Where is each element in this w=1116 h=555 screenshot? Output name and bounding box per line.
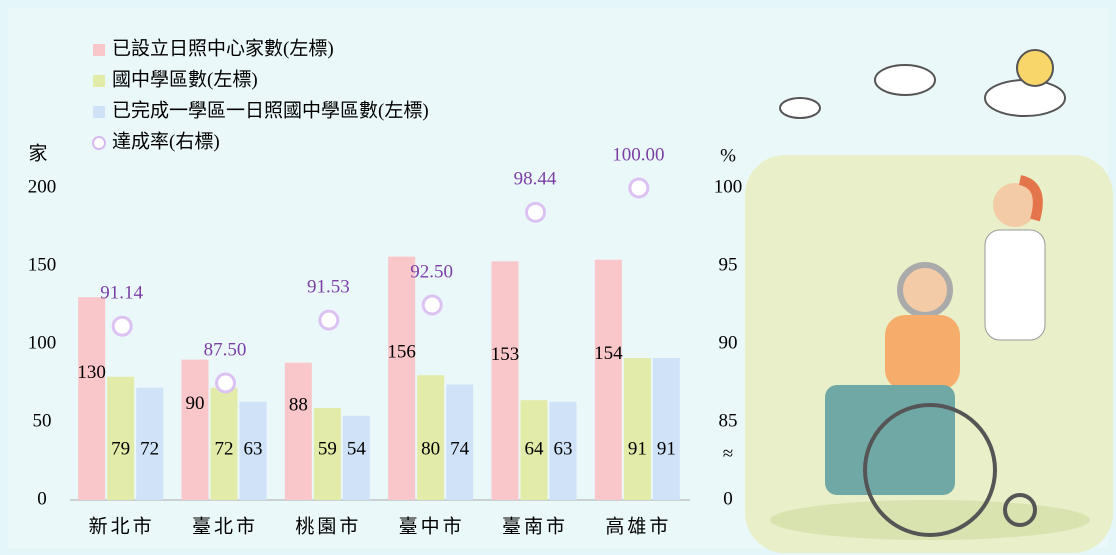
y-axis-label: 家 [28, 142, 47, 164]
legend-marker [92, 136, 106, 150]
bar [549, 401, 577, 500]
legend-label: 達成率(右標) [112, 130, 220, 152]
bar-value-label: 91 [628, 438, 647, 459]
rate-label: 92.50 [410, 261, 453, 282]
legend-label: 國中學區數(左標) [112, 68, 258, 90]
rate-marker [421, 294, 443, 316]
legend-marker [93, 44, 105, 56]
rate-label: 87.50 [204, 339, 247, 360]
y-tick-label: 200 [28, 176, 57, 197]
bar [623, 358, 651, 500]
bar [417, 375, 445, 500]
y2-axis-label: % [720, 145, 736, 166]
rate-marker [215, 372, 236, 394]
y2-tick-label: 100 [714, 176, 743, 197]
bar [520, 400, 548, 500]
bar-value-label: 59 [318, 438, 337, 459]
bar-value-label: 88 [289, 395, 308, 416]
bar-value-label: 153 [491, 344, 520, 365]
bar-value-label: 91 [657, 438, 676, 459]
legend-marker [93, 75, 105, 87]
y2-tick-label: 0 [723, 488, 733, 509]
x-tick-label: 臺北市 [192, 515, 258, 537]
legend-label: 已完成一學區一日照國中學區數(左標) [112, 99, 429, 121]
bar-value-label: 64 [525, 438, 545, 459]
bar [388, 256, 416, 500]
x-tick-label: 高雄市 [605, 515, 671, 537]
bar [210, 387, 238, 500]
rate-marker [111, 315, 133, 337]
bar-value-label: 74 [450, 438, 470, 459]
bar-value-label: 54 [347, 438, 367, 459]
y2-tick-label: 90 [719, 332, 738, 353]
bar [78, 297, 106, 500]
y-tick-label: 150 [28, 254, 57, 275]
bar-value-label: 156 [387, 342, 416, 363]
legend-marker [93, 106, 105, 118]
x-tick-label: 臺南市 [502, 515, 568, 537]
bar [181, 359, 209, 500]
bar [491, 261, 519, 500]
bar [446, 384, 474, 500]
bar-value-label: 90 [186, 393, 205, 414]
bar [652, 358, 680, 500]
rate-marker [628, 177, 650, 199]
illustration [745, 49, 1113, 553]
bar-value-label: 63 [554, 438, 573, 459]
bar [594, 259, 622, 500]
rate-marker [318, 309, 340, 331]
y-tick-label: 100 [28, 332, 57, 353]
bar-value-label: 80 [421, 438, 440, 459]
bar [239, 401, 267, 500]
y2-tick-label: 95 [719, 254, 738, 275]
x-tick-label: 新北市 [89, 515, 155, 537]
bar [107, 376, 135, 500]
bar-value-label: 154 [594, 343, 623, 364]
y2-tick-label: 85 [719, 410, 738, 431]
bar [313, 407, 341, 500]
rate-label: 98.44 [514, 169, 557, 190]
bar-value-label: 63 [244, 438, 263, 459]
bar-value-label: 72 [215, 438, 234, 459]
legend-label: 已設立日照中心家數(左標) [112, 37, 334, 59]
y-tick-label: 50 [33, 410, 52, 431]
y-tick-label: 0 [37, 488, 47, 509]
bar-value-label: 72 [140, 438, 159, 459]
bar-value-label: 79 [111, 438, 130, 459]
rate-label: 100.00 [612, 144, 664, 165]
x-tick-label: 臺中市 [399, 515, 465, 537]
x-tick-label: 桃園市 [295, 515, 361, 537]
bar [284, 362, 312, 500]
bar [136, 387, 164, 500]
rate-label: 91.14 [100, 283, 143, 304]
bar-value-label: 130 [77, 362, 106, 383]
axis-break: ≈ [723, 443, 733, 464]
rate-marker [525, 201, 546, 223]
rate-label: 91.53 [307, 276, 350, 297]
bar [342, 415, 370, 500]
